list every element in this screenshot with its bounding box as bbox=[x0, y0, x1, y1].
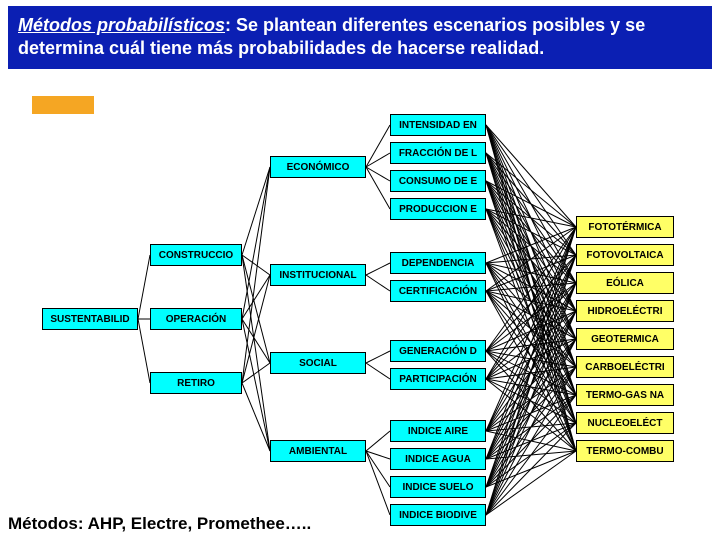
node-tco: TERMO-COMBU bbox=[576, 440, 674, 462]
node-fvo: FOTOVOLTAICA bbox=[576, 244, 674, 266]
node-reti: RETIRO bbox=[150, 372, 242, 394]
node-fra: FRACCIÓN DE L bbox=[390, 142, 486, 164]
slide-header: Métodos probabilísticos: Se plantean dif… bbox=[8, 6, 712, 69]
node-par: PARTICIPACIÓN bbox=[390, 368, 486, 390]
node-hid: HIDROELÉCTRI bbox=[576, 300, 674, 322]
node-agu: INDICE AGUA bbox=[390, 448, 486, 470]
node-cer: CERTIFICACIÓN bbox=[390, 280, 486, 302]
node-gen: GENERACIÓN D bbox=[390, 340, 486, 362]
node-eol: EÓLICA bbox=[576, 272, 674, 294]
node-cns: CONSUMO DE E bbox=[390, 170, 486, 192]
accent-bar bbox=[32, 96, 94, 114]
node-dep: DEPENDENCIA bbox=[390, 252, 486, 274]
node-nuc: NUCLEOELÉCT bbox=[576, 412, 674, 434]
node-econ: ECONÓMICO bbox=[270, 156, 366, 178]
node-bio: INDICE BIODIVE bbox=[390, 504, 486, 526]
node-tgs: TERMO-GAS NA bbox=[576, 384, 674, 406]
node-ambi: AMBIENTAL bbox=[270, 440, 366, 462]
node-car: CARBOELÉCTRI bbox=[576, 356, 674, 378]
header-emphasis: Métodos probabilísticos bbox=[18, 15, 225, 35]
node-air: INDICE AIRE bbox=[390, 420, 486, 442]
edges-layer bbox=[0, 0, 720, 540]
diagram-layer: SUSTENTABILID CONSTRUCCIO OPERACIÓN RETIRO E… bbox=[0, 0, 720, 540]
node-fte: FOTOTÉRMICA bbox=[576, 216, 674, 238]
node-pro: PRODUCCION E bbox=[390, 198, 486, 220]
footer-text: Métodos: AHP, Electre, Promethee….. bbox=[8, 514, 311, 534]
node-soci: SOCIAL bbox=[270, 352, 366, 374]
node-sust: SUSTENTABILID bbox=[42, 308, 138, 330]
node-oper: OPERACIÓN bbox=[150, 308, 242, 330]
node-sue: INDICE SUELO bbox=[390, 476, 486, 498]
node-inst: INSTITUCIONAL bbox=[270, 264, 366, 286]
node-int: INTENSIDAD EN bbox=[390, 114, 486, 136]
node-cons: CONSTRUCCIO bbox=[150, 244, 242, 266]
node-geo: GEOTERMICA bbox=[576, 328, 674, 350]
